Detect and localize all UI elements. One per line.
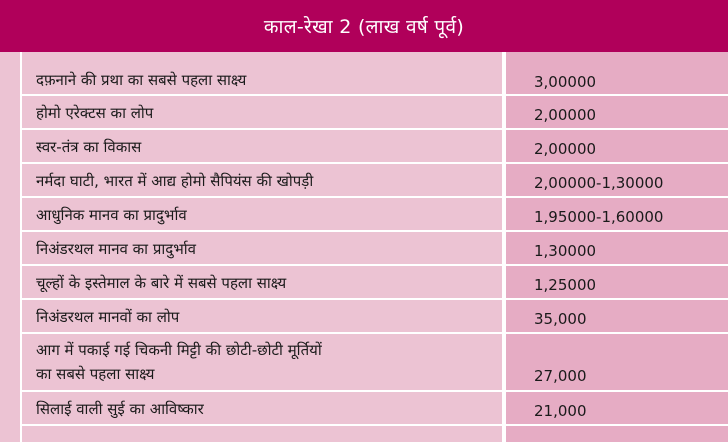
time-text: 2,00000-1,30000 (534, 174, 664, 192)
time-text: 1,95000-1,60000 (534, 208, 664, 226)
time-column-bg (506, 52, 728, 442)
event-text: चूल्हों के इस्तेमाल के बारे में सबसे पहल… (36, 274, 287, 292)
event-text-line1: आग में पकाई गई चिकनी मिट्टी की छोटी-छोटी… (36, 341, 322, 359)
table-title: काल-रेखा 2 (लाख वर्ष पूर्व) (0, 0, 728, 52)
table-row: निअंडरथल मानवों का लोप 35,000 (22, 300, 728, 334)
time-text: 2,00000 (534, 140, 597, 158)
time-text: 27,000 (534, 367, 587, 385)
time-text: 21,000 (534, 402, 587, 420)
column-divider (502, 52, 506, 442)
event-text: आधुनिक मानव का प्रादुर्भाव (36, 206, 187, 224)
event-text-line2: का सबसे पहला साक्ष्य (36, 365, 155, 383)
time-text: 35,000 (534, 310, 587, 328)
event-text: होमो एरेक्टस का लोप (36, 104, 154, 122)
time-text: 1,30000 (534, 242, 597, 260)
event-text: निअंडरथल मानव का प्रादुर्भाव (36, 240, 196, 258)
event-text: स्वर-तंत्र का विकास (36, 138, 142, 156)
table-row: निअंडरथल मानव का प्रादुर्भाव 1,30000 (22, 232, 728, 266)
table-row: आधुनिक मानव का प्रादुर्भाव 1,95000-1,600… (22, 198, 728, 232)
event-text: निअंडरथल मानवों का लोप (36, 308, 180, 326)
left-edge-line (20, 52, 22, 442)
table-row: नर्मदा घाटी, भारत में आद्य होमो सैपियंस … (22, 164, 728, 198)
event-text: सिलाई वाली सुई का आविष्कार (36, 400, 204, 418)
table-row: स्वर-तंत्र का विकास 2,00000 (22, 130, 728, 164)
table-row: दफ़नाने की प्रथा का सबसे पहला साक्ष्य 3,… (22, 62, 728, 96)
time-text: 1,25000 (534, 276, 597, 294)
table-row: होमो एरेक्टस का लोप 2,00000 (22, 96, 728, 130)
event-text: नर्मदा घाटी, भारत में आद्य होमो सैपियंस … (36, 172, 314, 190)
table-row: सिलाई वाली सुई का आविष्कार 21,000 (22, 392, 728, 426)
time-text: 2,00000 (534, 106, 597, 124)
event-text: दफ़नाने की प्रथा का सबसे पहला साक्ष्य (36, 71, 247, 89)
table-row: चूल्हों के इस्तेमाल के बारे में सबसे पहल… (22, 266, 728, 300)
time-text: 3,00000 (534, 73, 597, 91)
table-row: आग में पकाई गई चिकनी मिट्टी की छोटी-छोटी… (22, 334, 728, 392)
